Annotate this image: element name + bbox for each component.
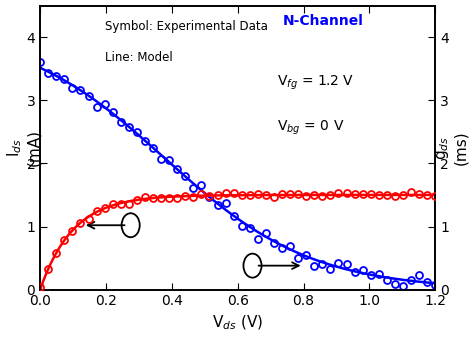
Text: V$_{fg}$ = 1.2 V: V$_{fg}$ = 1.2 V [277,74,355,92]
X-axis label: V$_{ds}$ (V): V$_{ds}$ (V) [212,314,263,333]
Text: Symbol: Experimental Data: Symbol: Experimental Data [105,20,268,33]
Text: Line: Model: Line: Model [105,51,173,64]
Y-axis label: I$_{ds}$
(mA): I$_{ds}$ (mA) [6,129,42,166]
Y-axis label: g$_{ds}$
(ms): g$_{ds}$ (ms) [435,130,468,165]
Text: V$_{bg}$ = 0 V: V$_{bg}$ = 0 V [277,119,345,138]
Text: N-Channel: N-Channel [283,14,364,28]
